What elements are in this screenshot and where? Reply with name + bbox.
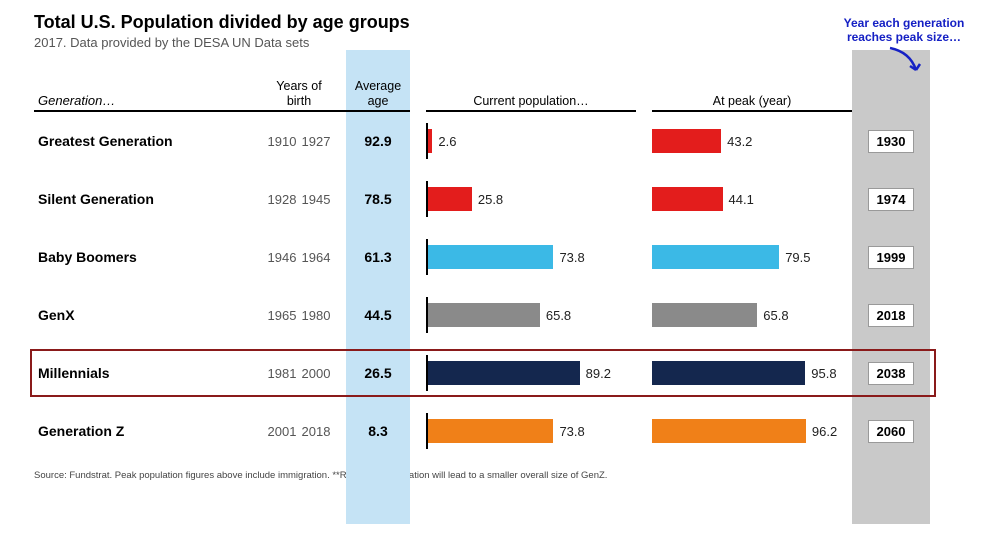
axis-line [426,355,428,391]
peak-pop-bar [652,187,723,211]
current-pop-bar-wrap: 25.8 [426,185,636,213]
current-pop-label: 2.6 [438,134,456,149]
header-generation: Generation… [34,93,252,108]
peak-pop-bar [652,361,805,385]
callout-arrow-icon [886,46,922,80]
birth-years: 19461964 [252,250,346,265]
current-pop-bar-wrap: 89.2 [426,359,636,387]
header-avg-age: Average age [346,79,410,108]
peak-pop-bar-wrap: 44.1 [652,185,852,213]
current-pop-bar [428,303,540,327]
birth-years: 19651980 [252,308,346,323]
current-pop-label: 73.8 [559,424,584,439]
peak-year-box: 2060 [868,420,915,443]
current-pop-label: 25.8 [478,192,503,207]
table-row: Millennials1981200026.5 89.2 95.8 2038 [34,344,972,402]
callout-text: Year each generation reaches peak size… [844,16,965,44]
peak-pop-bar [652,129,721,153]
peak-pop-bar-wrap: 96.2 [652,417,852,445]
generation-name: Greatest Generation [34,133,252,149]
avg-age-value: 44.5 [346,307,410,323]
footer-source: Source: Fundstrat. Peak population figur… [34,470,972,481]
table-row: Baby Boomers1946196461.3 73.8 79.5 1999 [34,228,972,286]
generation-name: Generation Z [34,423,252,439]
current-pop-label: 73.8 [559,250,584,265]
peak-pop-label: 79.5 [785,250,810,265]
current-pop-bar-wrap: 2.6 [426,127,636,155]
peak-year-cell: 2060 [852,420,930,443]
axis-line [426,123,428,159]
generation-name: GenX [34,307,252,323]
current-pop-label: 89.2 [586,366,611,381]
peak-year-box: 2038 [868,362,915,385]
peak-pop-bar-wrap: 79.5 [652,243,852,271]
generation-name: Silent Generation [34,191,252,207]
current-pop-label: 65.8 [546,308,571,323]
table-row: Generation Z200120188.3 73.8 96.2 2060 [34,402,972,460]
axis-line [426,297,428,333]
peak-year-cell: 1999 [852,246,930,269]
peak-year-box: 1974 [868,188,915,211]
current-pop-bar-wrap: 73.8 [426,417,636,445]
avg-age-value: 26.5 [346,365,410,381]
table-row: Silent Generation1928194578.5 25.8 44.1 197… [34,170,972,228]
birth-years: 19281945 [252,192,346,207]
peak-year-box: 1930 [868,130,915,153]
axis-line [426,181,428,217]
current-pop-bar [428,245,553,269]
current-pop-bar [428,361,580,385]
chart-area: Year each generation reaches peak size… … [34,68,972,460]
peak-pop-label: 65.8 [763,308,788,323]
peak-pop-label: 44.1 [729,192,754,207]
peak-pop-label: 96.2 [812,424,837,439]
header-years: Years of birth [252,79,346,108]
birth-years: 19101927 [252,134,346,149]
table-row: Greatest Generation1910192792.9 2.6 43.2 19… [34,112,972,170]
current-pop-bar [428,419,553,443]
peak-pop-label: 95.8 [811,366,836,381]
table-row: GenX1965198044.5 65.8 65.8 2018 [34,286,972,344]
peak-pop-bar [652,419,806,443]
generation-name: Millennials [34,365,252,381]
peak-year-callout: Year each generation reaches peak size… [824,16,984,80]
avg-age-value: 78.5 [346,191,410,207]
header-current-pop: Current population… [426,94,636,108]
avg-age-value: 92.9 [346,133,410,149]
peak-pop-bar-wrap: 43.2 [652,127,852,155]
avg-age-value: 61.3 [346,249,410,265]
peak-year-box: 1999 [868,246,915,269]
axis-line [426,239,428,275]
current-pop-bar [428,129,432,153]
generation-name: Baby Boomers [34,249,252,265]
current-pop-bar-wrap: 73.8 [426,243,636,271]
peak-pop-bar [652,303,757,327]
peak-pop-label: 43.2 [727,134,752,149]
peak-year-cell: 2038 [852,362,930,385]
peak-pop-bar [652,245,779,269]
peak-year-box: 2018 [868,304,915,327]
peak-year-cell: 1974 [852,188,930,211]
peak-pop-bar-wrap: 65.8 [652,301,852,329]
header-at-peak: At peak (year) [652,94,852,108]
peak-year-cell: 2018 [852,304,930,327]
birth-years: 19812000 [252,366,346,381]
axis-line [426,413,428,449]
peak-pop-bar-wrap: 95.8 [652,359,852,387]
avg-age-value: 8.3 [346,423,410,439]
peak-year-cell: 1930 [852,130,930,153]
current-pop-bar-wrap: 65.8 [426,301,636,329]
current-pop-bar [428,187,472,211]
data-rows-container: Greatest Generation1910192792.9 2.6 43.2 19… [34,112,972,460]
birth-years: 20012018 [252,424,346,439]
